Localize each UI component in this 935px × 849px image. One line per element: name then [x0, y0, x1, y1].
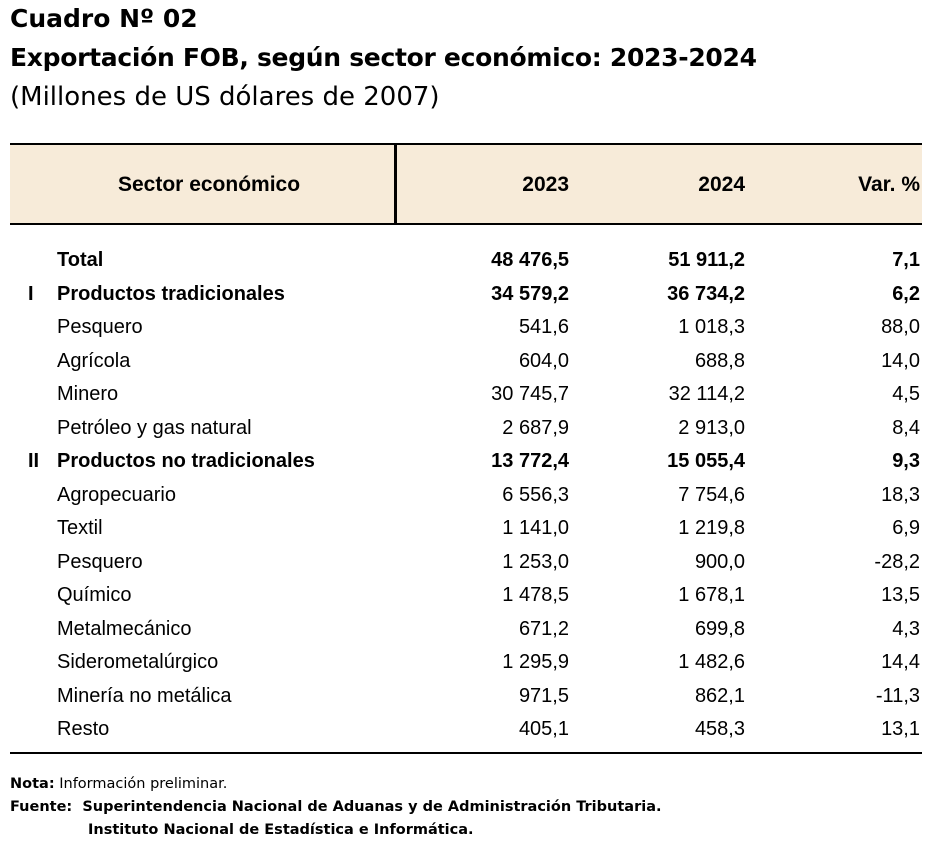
row-label: Siderometalúrgico — [57, 651, 219, 673]
value-2024: 1 219,8 — [678, 517, 745, 539]
table-row: Minero 30 745,7 32 114,2 4,5 — [10, 377, 922, 410]
value-2023: 1 295,9 — [502, 651, 569, 673]
value-2024: 1 482,6 — [678, 651, 745, 673]
row-label: Minería no metálica — [57, 684, 232, 707]
value-var: 7,1 — [892, 249, 920, 271]
table-units: (Millones de US dólares de 2007) — [10, 82, 440, 112]
row-label: Textil — [57, 517, 103, 539]
table-row: I Productos tradicionales 34 579,2 36 734,2… — [10, 277, 922, 310]
value-2023: 405,1 — [518, 718, 569, 740]
table-row: II Productos no tradicionales 13 772,4 15 0… — [10, 444, 922, 477]
value-var: 4,3 — [892, 617, 920, 640]
row-label: Metalmecánico — [57, 617, 192, 640]
row-label: Petróleo y gas natural — [57, 416, 252, 439]
value-var: 13,1 — [881, 718, 920, 740]
header-divider — [394, 145, 397, 223]
table-row: Siderometalúrgico 1 295,9 1 482,6 14,4 — [10, 645, 922, 678]
note-label: Nota: — [10, 776, 55, 792]
value-2024: 15 055,4 — [667, 450, 745, 472]
value-2023: 1 478,5 — [502, 584, 569, 606]
header-2024: 2024 — [698, 173, 745, 196]
value-2023: 2 687,9 — [502, 416, 569, 439]
row-label: Pesquero — [57, 316, 143, 338]
table-row: Agrícola 604,0 688,8 14,0 — [10, 344, 922, 377]
value-2024: 32 114,2 — [668, 383, 745, 405]
value-2023: 48 476,5 — [491, 249, 569, 271]
value-2024: 900,0 — [694, 550, 745, 573]
value-2023: 671,2 — [518, 617, 569, 640]
value-2023: 6 556,3 — [502, 483, 569, 506]
value-2024: 7 754,6 — [678, 483, 745, 506]
value-2023: 971,5 — [518, 684, 569, 707]
table-row: Pesquero 1 253,0 900,0 -28,2 — [10, 545, 922, 578]
value-var: 6,2 — [892, 282, 920, 305]
source: Fuente: Superintendencia Nacional de Adu… — [10, 799, 662, 815]
header-sector: Sector económico — [118, 173, 301, 196]
value-2023: 13 772,4 — [491, 450, 569, 472]
table-row: Metalmecánico 671,2 699,8 4,3 — [10, 612, 922, 645]
value-var: 9,3 — [892, 450, 920, 472]
row-number: II — [28, 450, 40, 472]
value-var: 13,5 — [881, 584, 920, 606]
table-row: Petróleo y gas natural 2 687,9 2 913,0 8,4 — [10, 411, 922, 444]
note-text: Información preliminar. — [54, 776, 228, 792]
row-number: I — [28, 282, 34, 305]
value-var: 8,4 — [892, 416, 920, 439]
value-2023: 604,0 — [518, 349, 569, 372]
value-var: 6,9 — [892, 517, 920, 539]
value-var: 18,3 — [881, 483, 920, 506]
value-2024: 458,3 — [694, 718, 745, 740]
value-2024: 1 678,1 — [678, 584, 745, 606]
table-title: Exportación FOB, según sector económico:… — [10, 43, 757, 72]
table-header: Sector económico 2023 2024 Var. % — [10, 143, 922, 225]
row-label: Total — [57, 249, 104, 271]
table-number: Cuadro Nº 02 — [10, 4, 198, 33]
value-2024: 699,8 — [694, 617, 745, 640]
table-row: Químico 1 478,5 1 678,1 13,5 — [10, 578, 922, 611]
value-var: -28,2 — [874, 550, 920, 573]
value-2024: 36 734,2 — [667, 282, 745, 305]
row-label: Químico — [57, 584, 132, 606]
source-line-1: Superintendencia Nacional de Aduanas y d… — [72, 799, 662, 815]
value-var: 14,0 — [881, 349, 920, 372]
value-2024: 688,8 — [694, 349, 745, 372]
value-2023: 541,6 — [518, 316, 569, 338]
table-row: Total 48 476,5 51 911,2 7,1 — [10, 243, 922, 276]
value-2024: 2 913,0 — [678, 416, 745, 439]
header-var: Var. % — [858, 173, 920, 196]
row-label: Resto — [57, 718, 110, 740]
value-var: 88,0 — [881, 316, 920, 338]
value-2023: 34 579,2 — [491, 282, 569, 305]
value-2023: 30 745,7 — [491, 383, 569, 405]
value-var: 14,4 — [881, 651, 920, 673]
value-2023: 1 141,0 — [502, 517, 569, 539]
row-label: Productos tradicionales — [57, 282, 285, 305]
note: Nota: Información preliminar. — [10, 776, 227, 792]
row-label: Agropecuario — [57, 483, 176, 506]
source-label: Fuente: — [10, 799, 73, 815]
header-2023: 2023 — [522, 173, 569, 196]
table-row: Resto 405,1 458,3 13,1 — [10, 712, 922, 745]
row-label: Productos no tradicionales — [57, 450, 315, 472]
table-row: Minería no metálica 971,5 862,1 -11,3 — [10, 679, 922, 712]
row-label: Minero — [57, 383, 119, 405]
value-2024: 862,1 — [694, 684, 745, 707]
value-var: 4,5 — [892, 383, 920, 405]
table-row: Agropecuario 6 556,3 7 754,6 18,3 — [10, 478, 922, 511]
value-2024: 1 018,3 — [678, 316, 745, 338]
bottom-rule — [10, 752, 922, 754]
source-line-2: Instituto Nacional de Estadística e Info… — [88, 822, 474, 838]
value-var: -11,3 — [875, 684, 920, 707]
table-row: Pesquero 541,6 1 018,3 88,0 — [10, 310, 922, 343]
table-row: Textil 1 141,0 1 219,8 6,9 — [10, 511, 922, 544]
row-label: Agrícola — [57, 349, 131, 372]
value-2023: 1 253,0 — [502, 550, 569, 573]
row-label: Pesquero — [57, 550, 143, 573]
value-2024: 51 911,2 — [668, 249, 745, 271]
